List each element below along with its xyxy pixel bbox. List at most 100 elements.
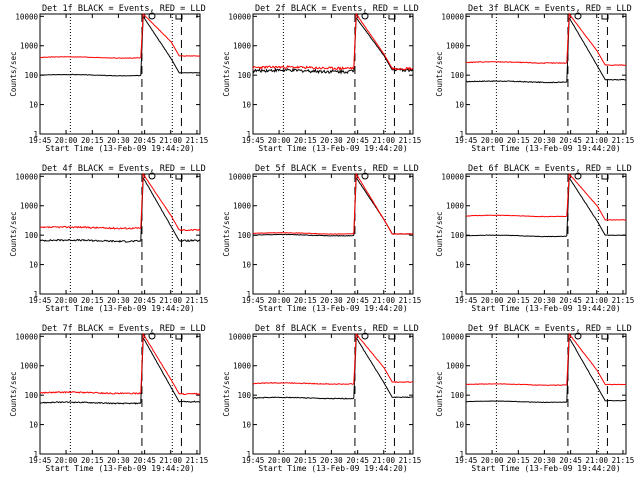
attenuator-marker bbox=[574, 332, 582, 340]
x-axis-label: Start Time (13-Feb-09 19:44:20) bbox=[471, 144, 620, 153]
y-tick-label: 1000 bbox=[446, 362, 465, 371]
y-tick-label: 10 bbox=[242, 421, 252, 430]
x-tick-label: 19:45 bbox=[455, 456, 478, 465]
x-tick-label: 21:15 bbox=[399, 456, 422, 465]
x-tick-label: 20:15 bbox=[81, 296, 104, 305]
x-tick-label: 20:45 bbox=[559, 456, 582, 465]
x-axis-label: Start Time (13-Feb-09 19:44:20) bbox=[258, 304, 407, 313]
bracket-marker bbox=[388, 175, 396, 180]
x-tick-label: 20:00 bbox=[55, 296, 78, 305]
y-tick-label: 100 bbox=[237, 231, 251, 240]
attenuator-marker bbox=[574, 172, 582, 180]
x-tick-label: 20:15 bbox=[294, 296, 317, 305]
panel-3: Det 3f BLACK = Events, RED = LLD 1 10 100 10… bbox=[435, 4, 634, 153]
y-tick-label: 1000 bbox=[233, 202, 252, 211]
y-tick-label: 10 bbox=[242, 101, 252, 110]
bracket-marker bbox=[601, 175, 609, 180]
x-tick-label: 20:00 bbox=[481, 296, 504, 305]
y-axis-label: Counts/sec bbox=[222, 371, 231, 416]
series-lld-line bbox=[252, 333, 414, 386]
x-tick-label: 21:15 bbox=[186, 136, 209, 145]
series-lld-line bbox=[465, 173, 627, 221]
x-tick-label: 20:15 bbox=[294, 456, 317, 465]
bracket-marker bbox=[175, 335, 183, 340]
x-tick-label: 19:45 bbox=[455, 296, 478, 305]
chart-title: Det 5f BLACK = Events, RED = LLD bbox=[255, 164, 419, 174]
y-tick-label: 10000 bbox=[15, 332, 38, 341]
chart-title: Det 3f BLACK = Events, RED = LLD bbox=[468, 4, 632, 14]
x-tick-label: 20:15 bbox=[81, 456, 104, 465]
y-axis-label: Counts/sec bbox=[9, 371, 18, 416]
attenuator-marker bbox=[361, 12, 369, 20]
x-axis-label: Start Time (13-Feb-09 19:44:20) bbox=[45, 144, 194, 153]
series-events-line bbox=[39, 177, 201, 243]
bracket-marker bbox=[601, 335, 609, 340]
y-tick-label: 1000 bbox=[20, 202, 39, 211]
x-tick-label: 20:45 bbox=[559, 136, 582, 145]
x-tick-label: 19:45 bbox=[29, 136, 52, 145]
y-tick-label: 100 bbox=[450, 231, 464, 240]
y-tick-label: 100 bbox=[237, 71, 251, 80]
y-tick-label: 1 bbox=[459, 130, 464, 139]
x-axis-label: Start Time (13-Feb-09 19:44:20) bbox=[471, 304, 620, 313]
panel-5: Det 5f BLACK = Events, RED = LLD 1 10 100 10… bbox=[222, 164, 421, 313]
series-lld-line bbox=[39, 13, 200, 59]
y-tick-label: 10000 bbox=[441, 332, 464, 341]
attenuator-marker bbox=[148, 12, 156, 20]
x-tick-label: 20:45 bbox=[133, 456, 156, 465]
series-lld-line bbox=[465, 332, 626, 386]
x-tick-label: 21:15 bbox=[186, 296, 209, 305]
bracket-marker bbox=[388, 335, 396, 340]
y-tick-label: 1 bbox=[33, 290, 38, 299]
chart-title: Det 8f BLACK = Events, RED = LLD bbox=[255, 324, 419, 334]
y-tick-label: 1000 bbox=[446, 202, 465, 211]
x-axis-label: Start Time (13-Feb-09 19:44:20) bbox=[258, 464, 407, 473]
y-tick-label: 10 bbox=[29, 421, 39, 430]
x-tick-label: 20:00 bbox=[268, 136, 291, 145]
x-tick-label: 20:15 bbox=[294, 136, 317, 145]
y-axis-label: Counts/sec bbox=[222, 211, 231, 256]
chart-title: Det 2f BLACK = Events, RED = LLD bbox=[255, 4, 419, 14]
x-axis-label: Start Time (13-Feb-09 19:44:20) bbox=[258, 144, 407, 153]
y-tick-label: 1000 bbox=[233, 42, 252, 51]
y-tick-label: 10000 bbox=[228, 12, 251, 21]
y-axis-label: Counts/sec bbox=[435, 371, 444, 416]
series-lld-line bbox=[252, 12, 414, 71]
series-lld-line bbox=[252, 172, 414, 235]
panel-4: Det 4f BLACK = Events, RED = LLD 1 10 100 10… bbox=[9, 164, 208, 313]
plot-frame bbox=[39, 13, 201, 135]
y-axis-label: Counts/sec bbox=[435, 51, 444, 96]
chart-title: Det 9f BLACK = Events, RED = LLD bbox=[468, 324, 632, 334]
y-tick-label: 10 bbox=[455, 261, 465, 270]
y-tick-label: 1000 bbox=[446, 42, 465, 51]
x-tick-label: 20:45 bbox=[346, 136, 369, 145]
x-tick-label: 21:00 bbox=[159, 136, 182, 145]
plot-frame bbox=[465, 333, 627, 455]
y-tick-label: 100 bbox=[24, 71, 38, 80]
bracket-marker bbox=[175, 15, 183, 20]
y-tick-label: 10 bbox=[242, 261, 252, 270]
x-tick-label: 19:45 bbox=[455, 136, 478, 145]
x-tick-label: 20:30 bbox=[107, 456, 130, 465]
bracket-marker bbox=[175, 175, 183, 180]
x-tick-label: 21:00 bbox=[372, 136, 395, 145]
x-tick-label: 21:15 bbox=[612, 296, 635, 305]
series-events-line bbox=[40, 14, 201, 77]
y-tick-label: 10000 bbox=[228, 332, 251, 341]
attenuator-marker bbox=[148, 172, 156, 180]
x-tick-label: 19:45 bbox=[29, 456, 52, 465]
panel-1: Det 1f BLACK = Events, RED = LLD 1 10 100 10… bbox=[9, 4, 208, 153]
x-tick-label: 21:00 bbox=[159, 456, 182, 465]
bracket-marker bbox=[388, 15, 396, 20]
attenuator-marker bbox=[361, 172, 369, 180]
y-tick-label: 1 bbox=[33, 130, 38, 139]
bracket-marker bbox=[601, 15, 609, 20]
x-tick-label: 21:00 bbox=[372, 456, 395, 465]
attenuator-marker bbox=[574, 12, 582, 20]
series-events-line bbox=[253, 336, 413, 400]
x-tick-label: 20:00 bbox=[55, 456, 78, 465]
y-tick-label: 10 bbox=[455, 421, 465, 430]
x-tick-label: 20:30 bbox=[107, 136, 130, 145]
chart-title: Det 6f BLACK = Events, RED = LLD bbox=[468, 164, 632, 174]
x-tick-label: 19:45 bbox=[242, 136, 265, 145]
